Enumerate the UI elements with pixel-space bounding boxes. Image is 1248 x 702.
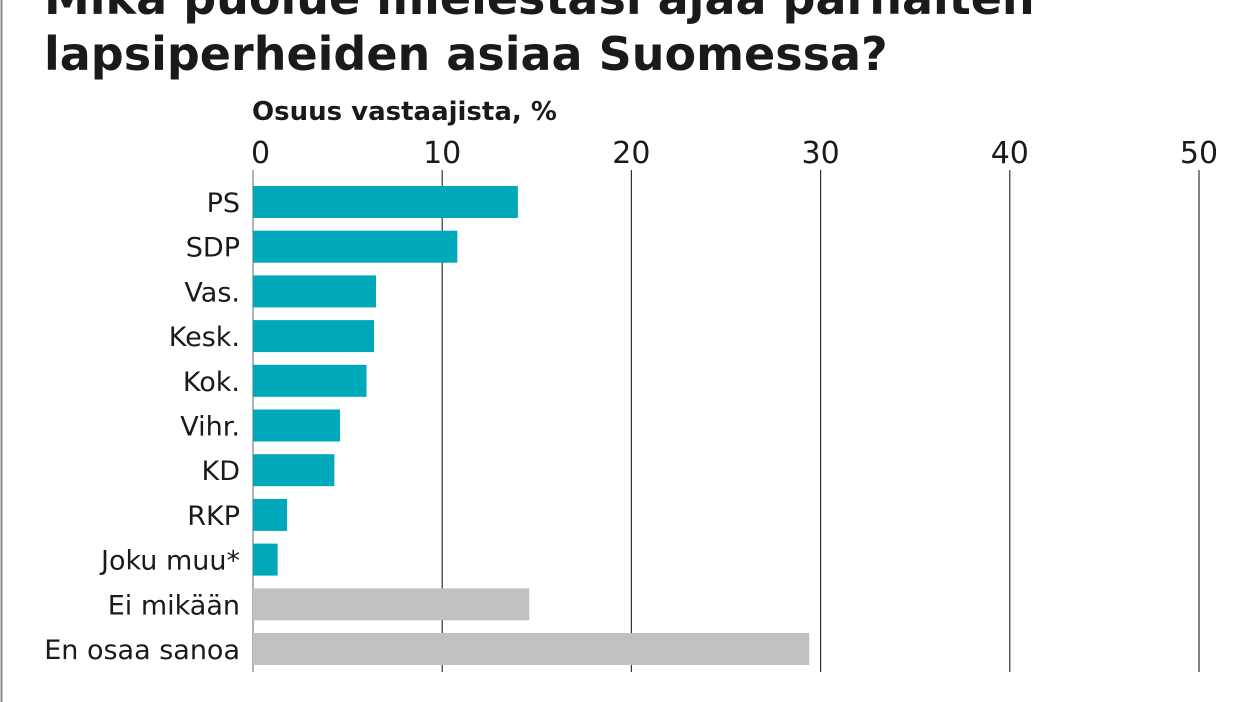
bar: [253, 320, 375, 353]
bar: [253, 498, 288, 531]
bar: [253, 230, 458, 263]
x-tick-label: 20: [612, 136, 650, 171]
x-tick-label: 40: [991, 136, 1029, 171]
y-tick-label: Joku muu*: [99, 546, 240, 577]
y-tick-label: PS: [207, 188, 240, 219]
x-tick-label: 10: [423, 136, 461, 171]
y-tick-label: En osaa sanoa: [44, 635, 240, 666]
y-tick-label: SDP: [186, 233, 240, 264]
y-tick-label: KD: [202, 456, 241, 487]
bar: [253, 275, 376, 308]
x-tick-label: 30: [802, 136, 840, 171]
y-tick-label: Vas.: [184, 277, 240, 308]
x-axis-label: Osuus vastaajista, %: [252, 97, 557, 127]
x-tick-label: 50: [1180, 136, 1218, 171]
x-tick-label: 0: [251, 136, 270, 171]
y-tick-label: Kok.: [183, 367, 240, 398]
y-tick-label: Vihr.: [180, 412, 240, 443]
bar: [253, 409, 341, 442]
y-tick-label: Kesk.: [169, 322, 240, 353]
bar: [253, 633, 810, 665]
bar: [253, 588, 530, 621]
chart-title: Mikä puolue mielestäsi ajaa parhaiten: [44, 0, 1035, 25]
chart-title: lapsiperheiden asiaa Suomessa?: [44, 27, 888, 81]
y-tick-label: RKP: [187, 501, 240, 532]
bar: [253, 186, 518, 218]
bar: [253, 364, 367, 397]
bar: [253, 543, 278, 576]
bar: [253, 454, 335, 487]
y-tick-label: Ei mikään: [108, 590, 240, 621]
